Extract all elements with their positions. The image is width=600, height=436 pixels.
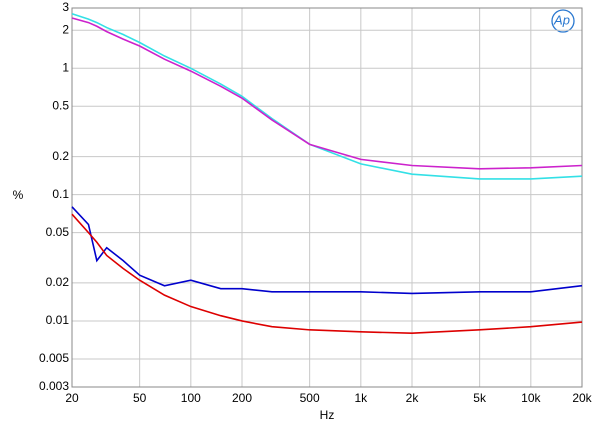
y-tick-label: 3 xyxy=(62,0,69,14)
y-tick-label: 0.003 xyxy=(39,379,69,393)
x-tick-label: 20k xyxy=(572,391,592,405)
y-tick-label: 0.1 xyxy=(52,187,69,201)
plot-frame xyxy=(71,7,583,388)
y-tick-label: 0.02 xyxy=(46,275,70,289)
y-tick-label: 1 xyxy=(62,60,69,74)
y-tick-label: 0.5 xyxy=(52,98,69,112)
y-tick-label: 0.2 xyxy=(52,149,69,163)
x-tick-label: 2k xyxy=(406,391,420,405)
x-tick-label: 100 xyxy=(181,391,201,405)
x-tick-label: 20 xyxy=(65,391,79,405)
logo-circle xyxy=(551,9,575,33)
line-series xyxy=(71,13,583,180)
x-tick-label: 50 xyxy=(133,391,147,405)
x-tick-label: 500 xyxy=(300,391,320,405)
x-tick-label: 1k xyxy=(354,391,368,405)
logo: Ap xyxy=(553,12,570,27)
y-tick-label: 2 xyxy=(62,22,69,36)
x-axis-label: Hz xyxy=(320,408,335,422)
x-tick-label: 10k xyxy=(521,391,541,405)
y-tick-label: 0.01 xyxy=(46,313,70,327)
x-tick-label: 5k xyxy=(473,391,487,405)
y-axis-label: % xyxy=(13,188,24,202)
y-tick-label: 0.005 xyxy=(39,351,69,365)
line-series xyxy=(71,213,583,334)
line-series xyxy=(71,17,583,170)
x-tick-label: 200 xyxy=(232,391,252,405)
y-tick-label: 0.05 xyxy=(46,225,70,239)
line-series xyxy=(71,206,583,295)
